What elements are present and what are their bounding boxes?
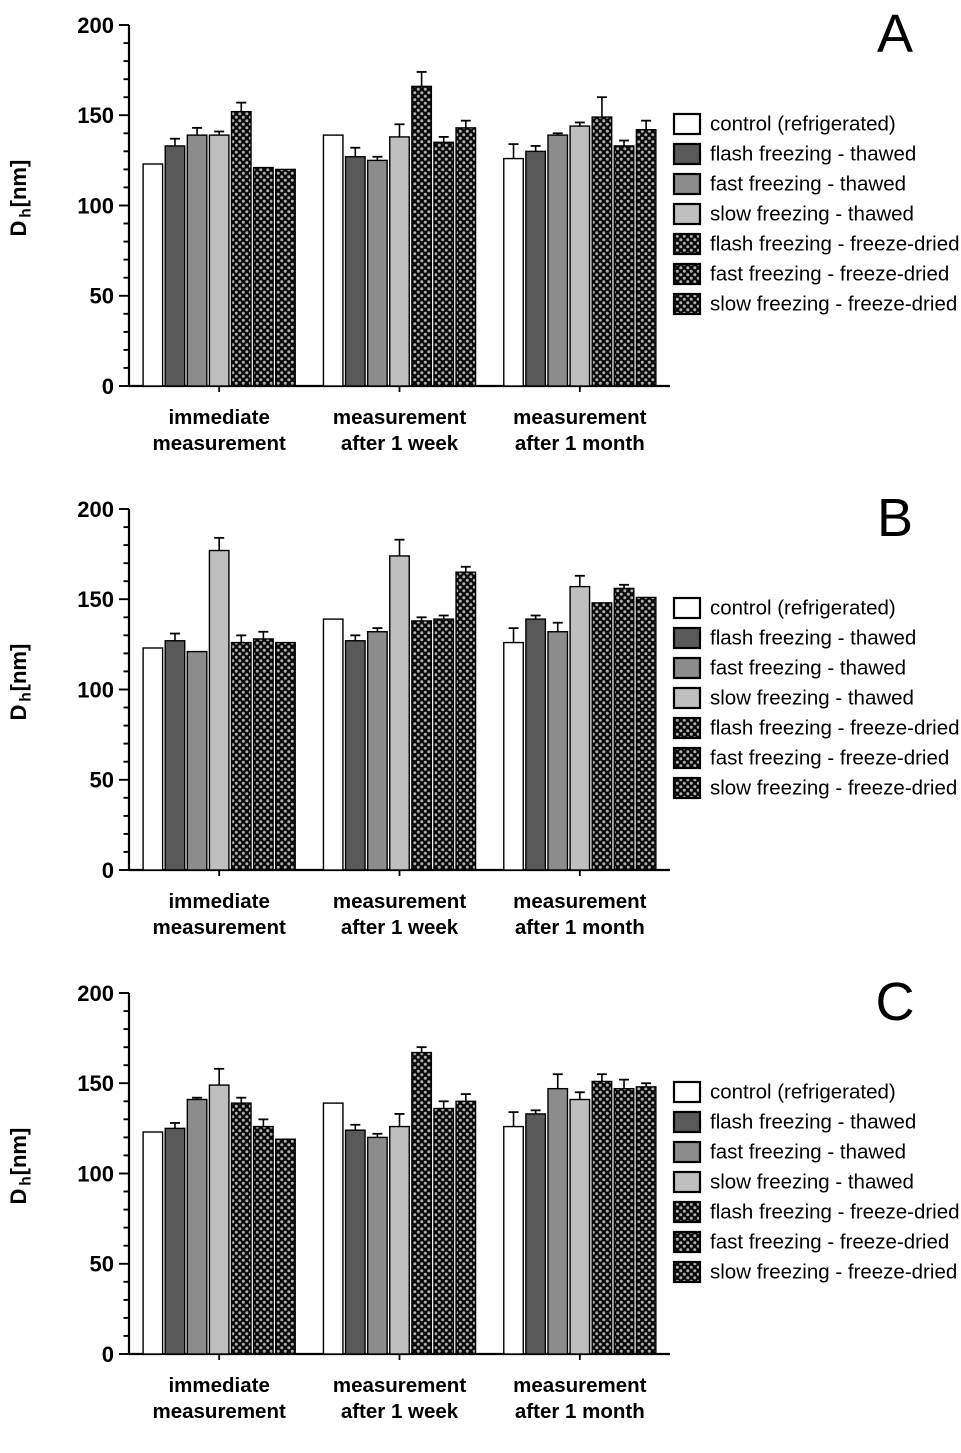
svg-text:100: 100 [77, 193, 114, 218]
svg-text:C: C [876, 972, 915, 1032]
svg-text:measurement: measurement [153, 1400, 286, 1423]
svg-text:fast freezing - thawed: fast freezing - thawed [710, 1141, 906, 1164]
svg-text:200: 200 [77, 497, 114, 522]
svg-text:A: A [877, 4, 913, 64]
svg-text:fast freezing - freeze-dried: fast freezing - freeze-dried [710, 1231, 949, 1254]
svg-text:50: 50 [90, 284, 114, 309]
svg-text:measurement: measurement [333, 406, 466, 429]
svg-text:control (refrigerated): control (refrigerated) [710, 1081, 896, 1104]
svg-text:0: 0 [102, 858, 114, 883]
svg-text:0: 0 [102, 374, 114, 399]
svg-text:measurement: measurement [513, 890, 646, 913]
svg-text:measurement: measurement [153, 916, 286, 939]
svg-text:100: 100 [77, 677, 114, 702]
svg-text:100: 100 [77, 1161, 114, 1186]
svg-text:B: B [877, 488, 913, 548]
svg-text:flash freezing - thawed: flash freezing - thawed [710, 1111, 916, 1134]
svg-text:measurement: measurement [513, 1374, 646, 1397]
svg-text:immediate: immediate [168, 1374, 269, 1397]
svg-text:flash freezing - freeze-dried: flash freezing - freeze-dried [710, 233, 960, 256]
svg-text:control (refrigerated): control (refrigerated) [710, 597, 896, 620]
svg-text:150: 150 [77, 1071, 114, 1096]
svg-text:measurement: measurement [153, 432, 286, 455]
svg-text:slow freezing - freeze-dried: slow freezing - freeze-dried [710, 1261, 957, 1284]
svg-text:50: 50 [90, 1252, 114, 1277]
svg-text:flash freezing - thawed: flash freezing - thawed [710, 143, 916, 166]
svg-text:measurement: measurement [333, 890, 466, 913]
svg-text:immediate: immediate [168, 406, 269, 429]
svg-text:200: 200 [77, 981, 114, 1006]
svg-text:50: 50 [90, 768, 114, 793]
svg-text:after 1 week: after 1 week [341, 1400, 459, 1423]
svg-text:D: D [6, 1189, 31, 1205]
svg-text:150: 150 [77, 103, 114, 128]
svg-text:slow freezing - thawed: slow freezing - thawed [710, 1171, 914, 1194]
svg-text:150: 150 [77, 587, 114, 612]
svg-text:after 1 month: after 1 month [515, 1400, 645, 1423]
svg-text:fast freezing - thawed: fast freezing - thawed [710, 173, 906, 196]
svg-text:h: h [18, 692, 35, 701]
svg-text:immediate: immediate [168, 890, 269, 913]
svg-text:fast freezing - freeze-dried: fast freezing - freeze-dried [710, 263, 949, 286]
svg-text:flash freezing - thawed: flash freezing - thawed [710, 627, 916, 650]
svg-text:after 1 week: after 1 week [341, 432, 459, 455]
svg-text:flash freezing - freeze-dried: flash freezing - freeze-dried [710, 1201, 960, 1224]
svg-text:D: D [6, 221, 31, 237]
svg-text:slow freezing - thawed: slow freezing - thawed [710, 687, 914, 710]
svg-text:fast freezing - thawed: fast freezing - thawed [710, 657, 906, 680]
svg-text:fast freezing - freeze-dried: fast freezing - freeze-dried [710, 747, 949, 770]
svg-text:flash freezing - freeze-dried: flash freezing - freeze-dried [710, 717, 960, 740]
svg-text:[nm]: [nm] [6, 160, 31, 208]
svg-text:after 1 week: after 1 week [341, 916, 459, 939]
svg-text:after 1 month: after 1 month [515, 432, 645, 455]
svg-text:after 1 month: after 1 month [515, 916, 645, 939]
svg-text:slow freezing - freeze-dried: slow freezing - freeze-dried [710, 293, 957, 316]
svg-text:h: h [18, 1176, 35, 1185]
svg-text:h: h [18, 208, 35, 217]
svg-text:200: 200 [77, 13, 114, 38]
svg-text:0: 0 [102, 1342, 114, 1367]
svg-text:control (refrigerated): control (refrigerated) [710, 113, 896, 136]
svg-text:slow freezing - thawed: slow freezing - thawed [710, 203, 914, 226]
svg-text:measurement: measurement [513, 406, 646, 429]
svg-text:[nm]: [nm] [6, 644, 31, 692]
svg-text:slow freezing - freeze-dried: slow freezing - freeze-dried [710, 777, 957, 800]
svg-text:D: D [6, 705, 31, 721]
svg-text:[nm]: [nm] [6, 1128, 31, 1176]
svg-text:measurement: measurement [333, 1374, 466, 1397]
